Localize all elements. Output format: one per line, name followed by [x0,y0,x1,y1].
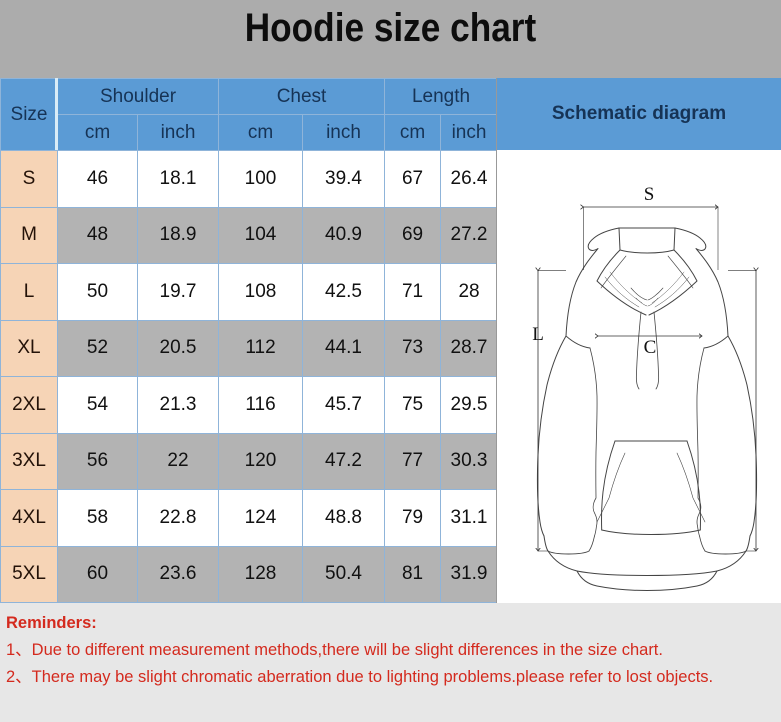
svg-text:C: C [644,337,657,358]
svg-text:S: S [644,184,655,205]
svg-text:L: L [532,324,544,345]
